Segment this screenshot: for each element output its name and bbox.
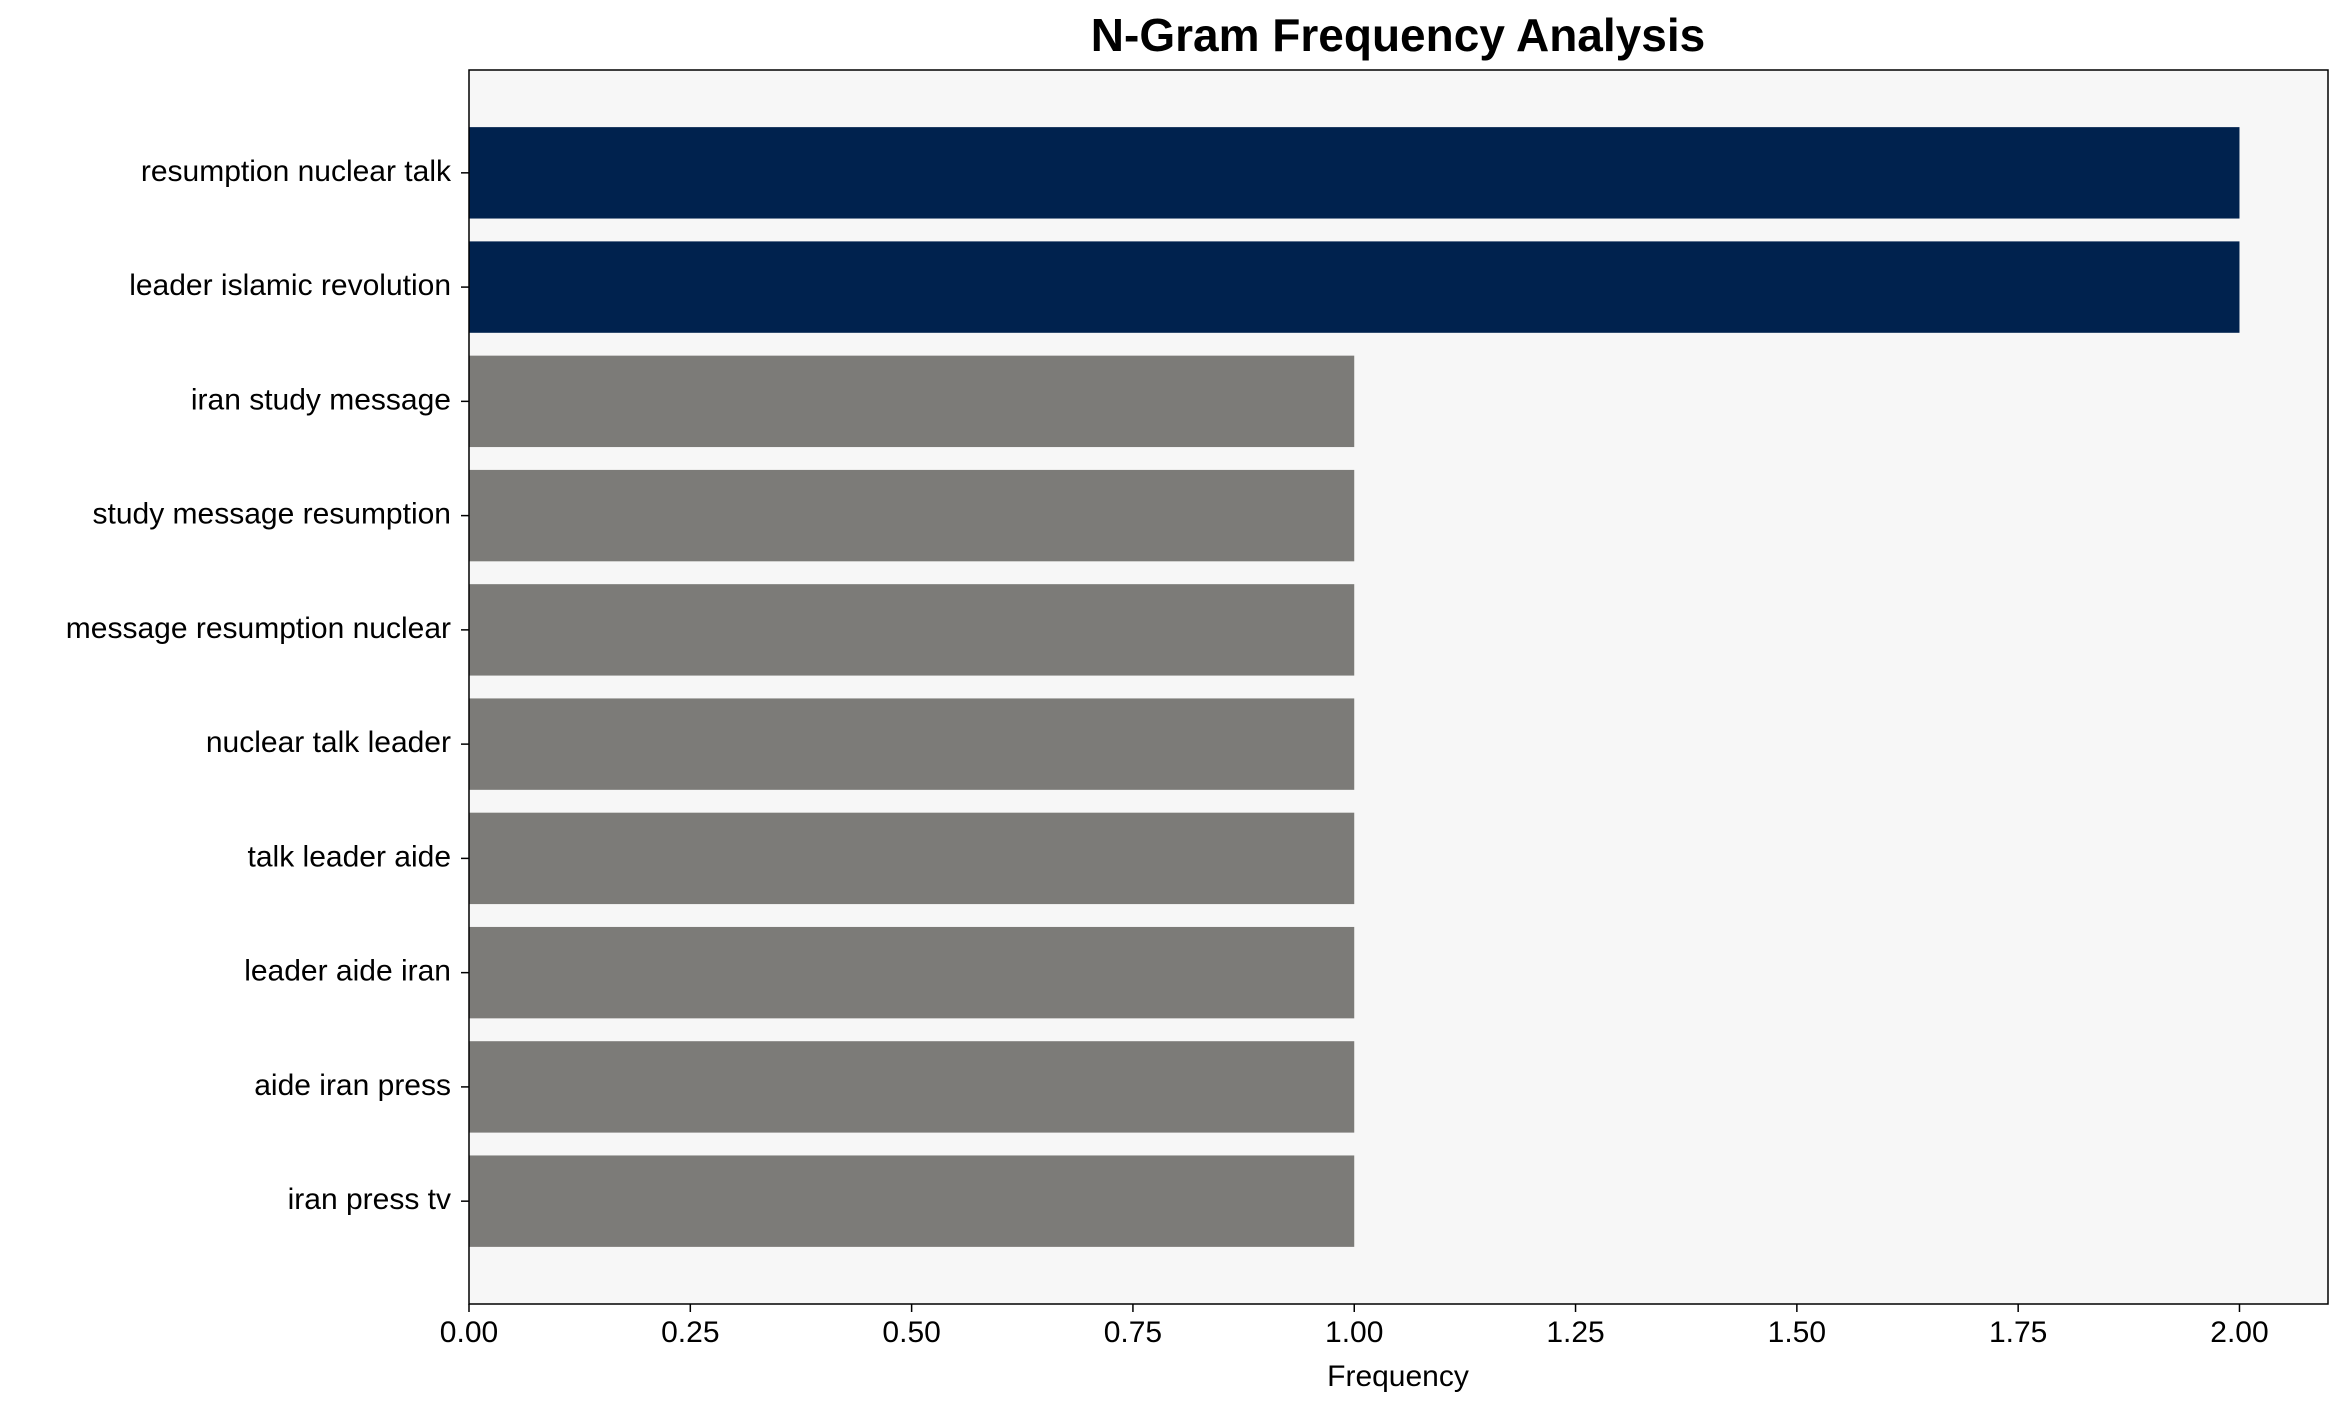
bar xyxy=(469,127,2240,219)
bar xyxy=(469,698,1355,790)
x-tick-label: 1.25 xyxy=(1546,1316,1604,1349)
x-tick-label: 2.00 xyxy=(2210,1316,2268,1349)
y-tick-label: iran study message xyxy=(191,383,451,416)
chart-title: N-Gram Frequency Analysis xyxy=(1091,9,1705,61)
y-tick-label: study message resumption xyxy=(92,498,451,531)
bar xyxy=(469,355,1355,448)
y-tick-label: leader islamic revolution xyxy=(129,269,451,302)
x-tick-label: 1.00 xyxy=(1325,1316,1383,1349)
x-tick-label: 0.00 xyxy=(440,1316,498,1349)
x-tick-label: 0.50 xyxy=(882,1316,940,1349)
x-tick-label: 0.75 xyxy=(1104,1316,1162,1349)
bar xyxy=(469,584,1355,676)
y-tick-label: message resumption nuclear xyxy=(66,612,451,645)
bar xyxy=(469,1155,1355,1247)
bar xyxy=(469,812,1355,905)
bar xyxy=(469,469,1355,562)
y-tick-label: resumption nuclear talk xyxy=(141,155,452,188)
y-tick-label: aide iran press xyxy=(254,1069,451,1102)
plot-frame xyxy=(468,69,2329,1305)
bar xyxy=(469,1041,1355,1133)
x-tick-label: 1.75 xyxy=(1989,1316,2047,1349)
y-tick-label: nuclear talk leader xyxy=(206,726,451,759)
bar xyxy=(469,241,2240,333)
x-tick-label: 1.50 xyxy=(1768,1316,1826,1349)
bar xyxy=(469,926,1355,1019)
y-tick-label: iran press tv xyxy=(288,1183,451,1216)
y-tick-label: leader aide iran xyxy=(244,955,451,988)
y-tick-label: talk leader aide xyxy=(248,840,451,873)
x-tick-label: 0.25 xyxy=(661,1316,719,1349)
x-axis-label: Frequency xyxy=(1327,1360,1469,1393)
